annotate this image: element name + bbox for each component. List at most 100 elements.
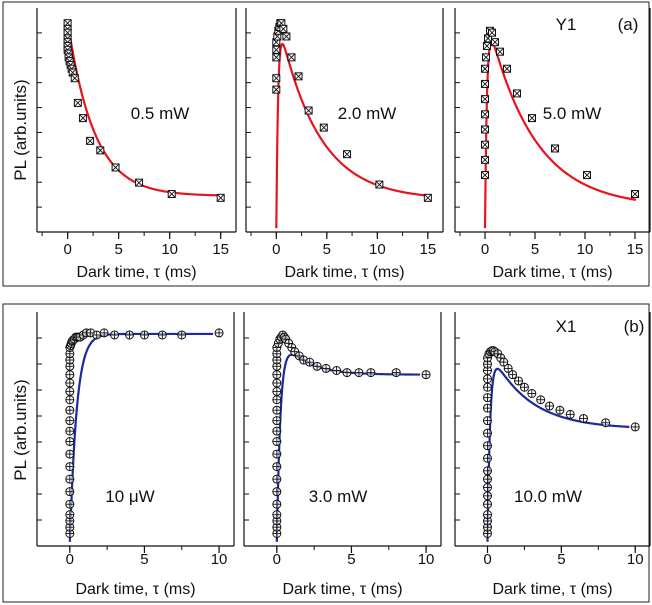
data-point — [503, 363, 513, 373]
data-point — [527, 388, 537, 398]
figure-a: PL (arb.units) Y1 (a) 0 5 10 15 Dark time, τ… — [2, 1, 651, 287]
data-point — [86, 136, 95, 145]
data-point — [96, 146, 105, 155]
figure-b-panel-1: 0 5 10 Dark time, τ (ms) 10 μW — [36, 312, 235, 598]
data-point — [216, 193, 225, 202]
data-point — [177, 330, 187, 340]
data-point — [110, 330, 120, 340]
data-point — [483, 522, 492, 532]
x-tick-label: 10 — [418, 551, 435, 568]
data-point — [483, 499, 492, 509]
data-point — [481, 171, 489, 180]
data-point — [65, 426, 75, 436]
data-point — [304, 106, 313, 115]
data-point — [481, 95, 489, 104]
x-tick-label: 5 — [347, 551, 355, 568]
data-point — [272, 437, 282, 447]
x-tick-label: 0 — [272, 241, 280, 258]
data-point — [92, 330, 102, 340]
fit-curve — [68, 332, 214, 542]
x-tick-label: 0 — [63, 241, 71, 258]
data-point — [519, 382, 529, 392]
data-point — [528, 114, 536, 123]
figure-a-ylabel: PL (arb.units) — [11, 79, 30, 180]
data-point — [513, 89, 521, 98]
power-label: 2.0 mW — [338, 104, 397, 123]
data-point — [135, 178, 144, 187]
x-tick-label: 15 — [627, 241, 644, 258]
fit-curve — [275, 42, 429, 229]
figure-a-panel-1: 0 5 10 15 Dark time, τ (ms) 0.5 mW — [36, 8, 237, 281]
data-point — [482, 53, 490, 62]
data-point — [65, 378, 75, 388]
figure-a-emitter-label: Y1 — [556, 15, 577, 34]
data-point — [481, 140, 489, 149]
data-point — [319, 123, 328, 132]
data-point — [423, 193, 432, 202]
power-label: 10.0 mW — [514, 487, 582, 506]
figure-b-panel-3: 0 5 10 Dark time, τ (ms) 10.0 mW — [454, 312, 651, 598]
x-tick-label: 0 — [273, 551, 281, 568]
data-point — [483, 41, 491, 50]
data-point — [483, 466, 492, 476]
data-point — [551, 144, 559, 153]
data-point — [78, 114, 87, 123]
data-point — [272, 378, 282, 388]
x-axis-label: Dark time, τ (ms) — [76, 264, 196, 281]
data-point — [321, 363, 331, 373]
data-point — [272, 499, 282, 509]
data-point — [65, 437, 75, 447]
x-tick-label: 0 — [66, 551, 74, 568]
fit-curve — [66, 21, 222, 197]
data-point — [65, 370, 75, 380]
x-tick-label: 15 — [212, 241, 229, 258]
power-label: 10 μW — [105, 487, 154, 506]
power-label: 0.5 mW — [131, 104, 190, 123]
data-point — [272, 416, 282, 426]
data-point — [65, 510, 75, 520]
data-point — [488, 28, 496, 37]
data-point — [272, 462, 282, 472]
data-point — [65, 462, 75, 472]
data-point — [483, 453, 492, 463]
data-point — [583, 171, 591, 180]
data-point — [139, 330, 149, 340]
x-axis-label: Dark time, τ (ms) — [492, 581, 612, 598]
data-point — [483, 359, 492, 369]
data-point — [272, 74, 281, 83]
data-point — [483, 483, 492, 492]
data-point — [111, 163, 120, 172]
data-point — [601, 418, 611, 428]
data-point — [483, 382, 492, 392]
figure-b-label: (b) — [624, 317, 645, 336]
data-point — [65, 449, 75, 459]
data-point — [272, 45, 281, 54]
data-point — [332, 366, 342, 375]
data-point — [565, 409, 575, 419]
x-tick-label: 10 — [211, 551, 228, 568]
power-label: 3.0 mW — [309, 487, 368, 506]
data-point — [272, 85, 281, 94]
figure-b-frame — [2, 303, 650, 603]
x-tick-label: 5 — [531, 241, 539, 258]
data-point — [375, 180, 384, 189]
data-point — [65, 395, 75, 405]
data-point — [483, 374, 492, 384]
data-point — [481, 79, 489, 88]
data-point — [536, 395, 546, 405]
data-point — [483, 393, 492, 403]
x-axis-label: Dark time, τ (ms) — [282, 581, 402, 598]
data-point — [483, 441, 492, 451]
data-point — [483, 403, 492, 413]
fit-curve — [483, 40, 637, 229]
data-point — [483, 491, 492, 501]
x-tick-label: 0 — [483, 551, 491, 568]
figure-b: PL (arb.units) X1 (b) 0 5 10 Dark time, τ (… — [2, 303, 651, 603]
data-point — [342, 368, 352, 378]
data-point — [579, 414, 589, 424]
data-point — [366, 368, 376, 378]
x-tick-label: 15 — [420, 241, 437, 258]
data-point — [312, 361, 322, 371]
data-point — [272, 386, 282, 396]
